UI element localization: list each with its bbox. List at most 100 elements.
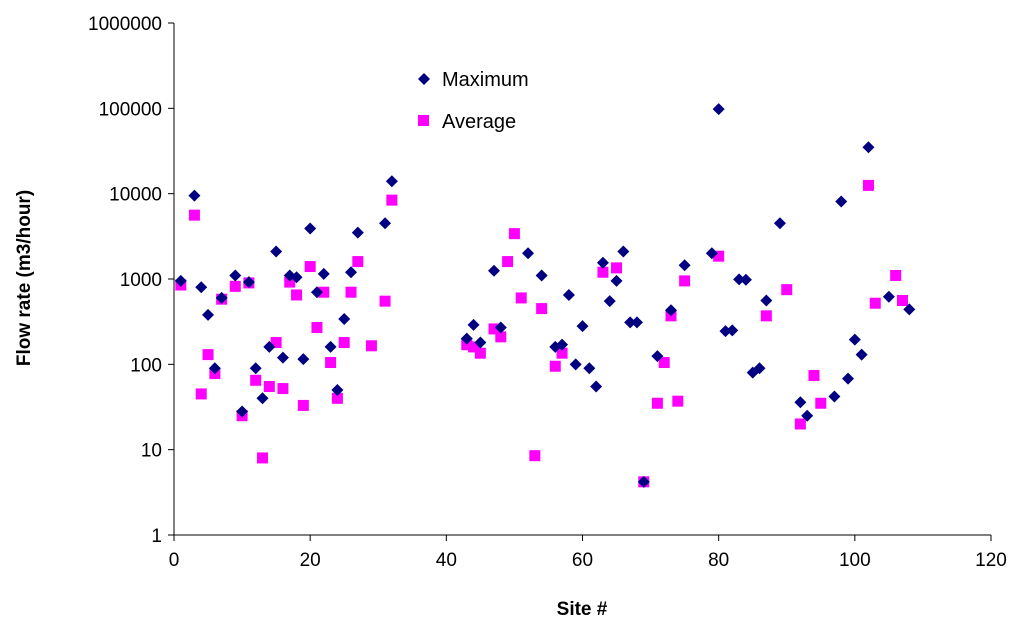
data-point-average: [461, 339, 473, 351]
x-axis-ticks: 0 20 40 60 80 100 120: [169, 535, 1007, 571]
y-tick-label: 1000: [120, 270, 162, 291]
series-maximum: [174, 103, 916, 488]
data-point-maximum: [256, 392, 269, 405]
x-tick-label: 40: [436, 550, 457, 571]
data-point-maximum: [317, 267, 330, 280]
data-point-average: [325, 357, 337, 369]
data-point-maximum: [651, 350, 664, 363]
data-point-average: [597, 266, 609, 278]
data-point-maximum: [862, 141, 875, 154]
data-point-average: [556, 347, 568, 359]
data-point-maximum: [603, 295, 616, 308]
data-point-maximum: [460, 332, 473, 345]
data-point-maximum: [385, 175, 398, 188]
data-point-maximum: [624, 316, 637, 329]
x-tick-label: 0: [169, 550, 180, 571]
data-point-maximum: [242, 276, 255, 289]
data-point-average: [651, 397, 663, 409]
data-point-maximum: [617, 245, 630, 258]
x-tick-label: 120: [975, 550, 1007, 571]
data-point-maximum: [236, 405, 249, 418]
data-point-average: [277, 383, 289, 395]
data-point-maximum: [297, 353, 310, 366]
data-point-maximum: [760, 294, 773, 307]
data-point-maximum: [569, 358, 582, 371]
x-tick-label: 60: [572, 550, 593, 571]
legend: Maximum Average: [418, 69, 529, 133]
data-point-average: [760, 310, 772, 322]
data-point-average: [536, 303, 548, 315]
data-point-maximum: [487, 264, 500, 277]
data-point-maximum: [842, 372, 855, 385]
data-point-maximum: [882, 290, 895, 303]
y-axis-ticks: 1 10 100 1000 10000 100000 1000000: [88, 14, 174, 547]
data-point-maximum: [583, 362, 596, 375]
data-point-maximum: [719, 325, 732, 338]
data-point-average: [304, 261, 316, 273]
data-point-maximum: [249, 362, 262, 375]
series-average: [175, 179, 908, 488]
data-point-average: [297, 399, 309, 411]
y-tick-label: 10: [141, 441, 162, 462]
data-point-maximum: [848, 333, 861, 346]
data-point-average: [284, 276, 296, 288]
x-tick-label: 80: [708, 550, 729, 571]
data-point-maximum: [596, 256, 609, 269]
data-point-maximum: [535, 269, 548, 282]
legend-label-average: Average: [442, 111, 516, 133]
data-point-average: [508, 228, 520, 240]
legend-label-maximum: Maximum: [442, 69, 529, 91]
data-point-average: [195, 388, 207, 400]
data-point-maximum: [794, 396, 807, 409]
data-point-average: [502, 256, 514, 268]
y-tick-label: 1: [151, 526, 162, 547]
data-point-average: [250, 374, 262, 386]
data-point-maximum: [576, 320, 589, 333]
data-point-average: [611, 262, 623, 274]
data-point-maximum: [522, 247, 535, 260]
data-point-maximum: [195, 281, 208, 294]
x-tick-label: 100: [839, 550, 871, 571]
data-point-maximum: [556, 338, 569, 351]
y-tick-label: 10000: [109, 185, 162, 206]
data-point-average: [781, 284, 793, 296]
data-point-average: [896, 294, 908, 306]
y-tick-label: 100000: [99, 99, 162, 120]
data-point-maximum: [637, 475, 650, 488]
data-point-maximum: [610, 274, 623, 287]
data-point-maximum: [208, 362, 221, 375]
data-point-average: [270, 337, 282, 349]
data-point-maximum: [229, 269, 242, 282]
data-point-average: [365, 340, 377, 352]
data-point-average: [379, 295, 391, 307]
y-axis-title: Flow rate (m3/hour): [14, 190, 35, 366]
data-point-average: [468, 341, 480, 353]
data-points: [174, 103, 916, 488]
data-point-average: [311, 322, 323, 334]
data-point-average: [658, 357, 670, 369]
data-point-average: [386, 194, 398, 206]
y-tick-label: 100: [130, 355, 162, 376]
data-point-maximum: [270, 245, 283, 258]
data-point-average: [679, 275, 691, 287]
data-point-average: [488, 323, 500, 335]
data-point-average: [188, 209, 200, 221]
data-point-average: [890, 269, 902, 281]
data-point-average: [257, 452, 269, 464]
y-tick-label: 1000000: [88, 14, 162, 35]
data-point-average: [352, 256, 364, 268]
data-point-maximum: [379, 217, 392, 230]
data-point-average: [318, 286, 330, 298]
data-point-maximum: [590, 380, 603, 393]
data-point-average: [869, 297, 881, 309]
data-point-maximum: [188, 189, 201, 202]
data-point-maximum: [351, 226, 364, 239]
data-point-average: [672, 395, 684, 407]
data-point-maximum: [630, 316, 643, 329]
data-point-maximum: [174, 274, 187, 287]
data-point-maximum: [290, 271, 303, 284]
data-point-average: [331, 392, 343, 404]
data-point-maximum: [562, 288, 575, 301]
data-point-maximum: [310, 286, 323, 299]
